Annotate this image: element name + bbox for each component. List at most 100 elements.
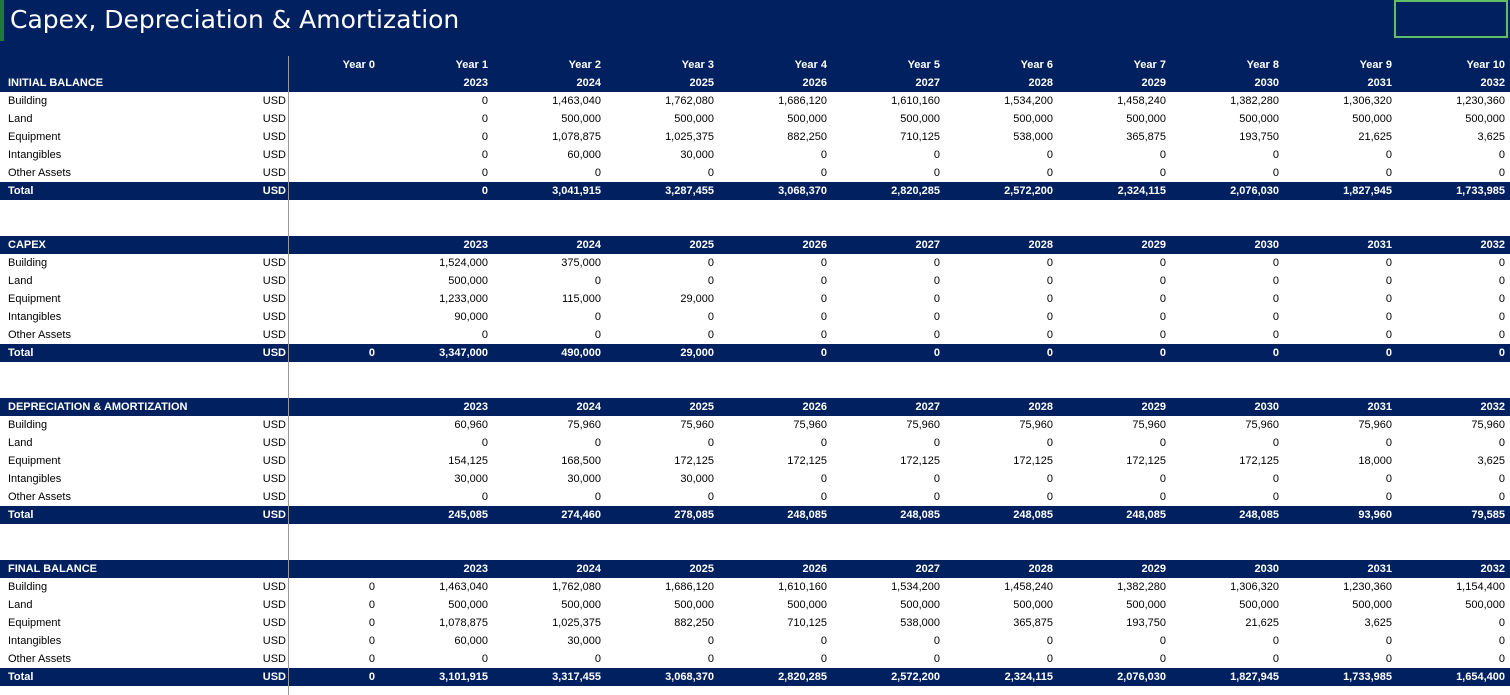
- value-cell[interactable]: 0: [594, 311, 601, 323]
- total-value-cell[interactable]: 1,827,945: [1230, 671, 1279, 683]
- total-value-cell[interactable]: 248,085: [1126, 509, 1166, 521]
- year-header-cell[interactable]: 2031: [1367, 77, 1392, 89]
- value-cell[interactable]: 0: [707, 437, 714, 449]
- total-value-cell[interactable]: 248,085: [787, 509, 827, 521]
- value-cell[interactable]: 500,000: [674, 113, 714, 125]
- value-cell[interactable]: 75,960: [567, 419, 601, 431]
- value-cell[interactable]: 0: [933, 653, 940, 665]
- value-cell[interactable]: 21,625: [1358, 131, 1392, 143]
- value-cell[interactable]: 1,230,360: [1343, 581, 1392, 593]
- value-cell[interactable]: 0: [481, 437, 488, 449]
- total-value-cell[interactable]: 0: [1272, 347, 1279, 359]
- value-cell[interactable]: 0: [1046, 653, 1053, 665]
- value-cell[interactable]: 0: [707, 167, 714, 179]
- value-cell[interactable]: 1,762,080: [552, 581, 601, 593]
- value-cell[interactable]: 500,000: [674, 599, 714, 611]
- value-cell[interactable]: 0: [1498, 653, 1505, 665]
- value-cell[interactable]: 0: [1159, 473, 1166, 485]
- value-cell[interactable]: 30,000: [454, 473, 488, 485]
- year-header-cell[interactable]: 2031: [1367, 563, 1392, 575]
- year-header-cell[interactable]: 2028: [1028, 239, 1053, 251]
- value-cell[interactable]: 30,000: [680, 473, 714, 485]
- value-cell[interactable]: 0: [1046, 311, 1053, 323]
- year-label-cell[interactable]: Year 4: [794, 59, 827, 71]
- value-cell[interactable]: 500,000: [1013, 113, 1053, 125]
- value-cell[interactable]: 1,025,375: [665, 131, 714, 143]
- total-value-cell[interactable]: 2,572,200: [891, 671, 940, 683]
- value-cell[interactable]: 0: [933, 473, 940, 485]
- value-cell[interactable]: 0: [1385, 491, 1392, 503]
- value-cell[interactable]: 0: [594, 653, 601, 665]
- value-cell[interactable]: 0: [1159, 293, 1166, 305]
- value-cell[interactable]: 1,534,200: [891, 581, 940, 593]
- total-value-cell[interactable]: 274,460: [561, 509, 601, 521]
- value-cell[interactable]: 500,000: [1126, 113, 1166, 125]
- value-cell[interactable]: 0: [707, 257, 714, 269]
- value-cell[interactable]: 3,625: [1477, 131, 1505, 143]
- value-cell[interactable]: 0: [1498, 257, 1505, 269]
- value-cell[interactable]: 0: [1272, 257, 1279, 269]
- year-label-cell[interactable]: Year 0: [342, 59, 375, 71]
- value-cell[interactable]: 0: [594, 491, 601, 503]
- year-header-cell[interactable]: 2027: [915, 239, 940, 251]
- value-cell[interactable]: 0: [820, 311, 827, 323]
- total-value-cell[interactable]: 93,960: [1358, 509, 1392, 521]
- value-cell[interactable]: 172,125: [1126, 455, 1166, 467]
- value-cell[interactable]: 1,610,160: [891, 95, 940, 107]
- total-value-cell[interactable]: 79,585: [1471, 509, 1505, 521]
- value-cell[interactable]: 0: [933, 329, 940, 341]
- value-cell[interactable]: 1,382,280: [1117, 581, 1166, 593]
- value-cell[interactable]: 0: [707, 275, 714, 287]
- value-cell[interactable]: 75,960: [906, 419, 940, 431]
- year-header-cell[interactable]: 2023: [463, 239, 488, 251]
- value-cell[interactable]: 0: [1498, 635, 1505, 647]
- value-cell[interactable]: 882,250: [787, 131, 827, 143]
- value-cell[interactable]: 0: [1159, 635, 1166, 647]
- total-value-cell[interactable]: 2,324,115: [1117, 185, 1166, 197]
- total-value-cell[interactable]: 1,733,985: [1343, 671, 1392, 683]
- value-cell[interactable]: 0: [1046, 293, 1053, 305]
- total-value-cell[interactable]: 3,347,000: [439, 347, 488, 359]
- value-cell[interactable]: 0: [1272, 329, 1279, 341]
- total-value-cell[interactable]: 0: [368, 347, 375, 359]
- value-cell[interactable]: 0: [1272, 275, 1279, 287]
- value-cell[interactable]: 75,960: [680, 419, 714, 431]
- value-cell[interactable]: 1,382,280: [1230, 95, 1279, 107]
- value-cell[interactable]: 1,458,240: [1117, 95, 1166, 107]
- value-cell[interactable]: 1,458,240: [1004, 581, 1053, 593]
- value-cell[interactable]: 1,078,875: [552, 131, 601, 143]
- year-header-cell[interactable]: 2029: [1141, 239, 1166, 251]
- value-cell[interactable]: 0: [1272, 149, 1279, 161]
- value-cell[interactable]: 0: [1272, 167, 1279, 179]
- total-value-cell[interactable]: 2,572,200: [1004, 185, 1053, 197]
- value-cell[interactable]: 0: [481, 113, 488, 125]
- value-cell[interactable]: 0: [594, 275, 601, 287]
- value-cell[interactable]: 0: [820, 149, 827, 161]
- value-cell[interactable]: 0: [1272, 473, 1279, 485]
- year-label-cell[interactable]: Year 9: [1359, 59, 1392, 71]
- value-cell[interactable]: 30,000: [680, 149, 714, 161]
- value-cell[interactable]: 0: [1272, 635, 1279, 647]
- value-cell[interactable]: 75,960: [1358, 419, 1392, 431]
- year-header-cell[interactable]: 2025: [689, 401, 714, 413]
- value-cell[interactable]: 75,960: [1132, 419, 1166, 431]
- value-cell[interactable]: 0: [481, 491, 488, 503]
- value-cell[interactable]: 0: [707, 491, 714, 503]
- value-cell[interactable]: 0: [1046, 635, 1053, 647]
- total-value-cell[interactable]: 1,827,945: [1343, 185, 1392, 197]
- value-cell[interactable]: 193,750: [1126, 617, 1166, 629]
- value-cell[interactable]: 365,875: [1013, 617, 1053, 629]
- value-cell[interactable]: 500,000: [1239, 599, 1279, 611]
- value-cell[interactable]: 0: [1046, 491, 1053, 503]
- value-cell[interactable]: 90,000: [454, 311, 488, 323]
- value-cell[interactable]: 0: [820, 491, 827, 503]
- value-cell[interactable]: 500,000: [1465, 599, 1505, 611]
- value-cell[interactable]: 1,463,040: [439, 581, 488, 593]
- value-cell[interactable]: 60,960: [454, 419, 488, 431]
- total-value-cell[interactable]: 248,085: [900, 509, 940, 521]
- year-label-cell[interactable]: Year 3: [681, 59, 714, 71]
- selected-cell[interactable]: [1394, 0, 1508, 38]
- value-cell[interactable]: 500,000: [1239, 113, 1279, 125]
- value-cell[interactable]: 365,875: [1126, 131, 1166, 143]
- value-cell[interactable]: 0: [1272, 491, 1279, 503]
